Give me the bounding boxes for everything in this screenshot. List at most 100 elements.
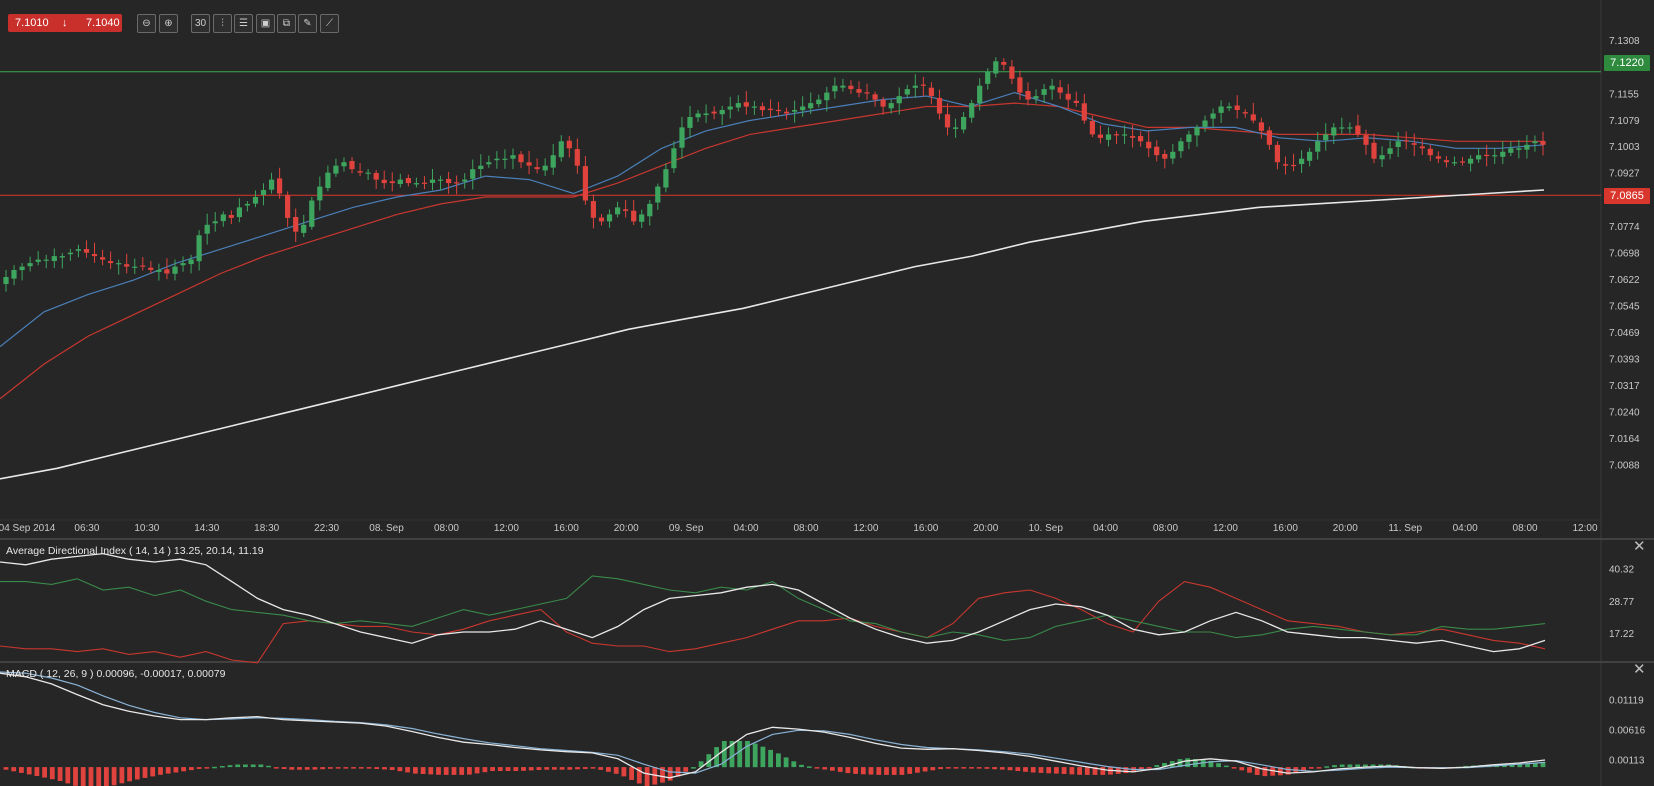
bear-candle <box>775 109 782 112</box>
macd-histogram-bar <box>212 766 217 769</box>
quote-widget[interactable]: 7.1010 ↓ 7.1040 <box>8 14 122 32</box>
macd-histogram-bar <box>860 767 866 775</box>
bear-candle <box>1130 136 1136 138</box>
macd-histogram-bar <box>1301 767 1306 771</box>
price-tick-label: 7.0393 <box>1609 354 1640 365</box>
edit-button[interactable]: ✎ <box>298 14 317 33</box>
bull-candle <box>180 263 186 266</box>
macd-histogram-bar <box>652 767 658 785</box>
bull-candle <box>542 165 548 171</box>
bull-candle <box>832 85 838 92</box>
macd-histogram-bar <box>783 757 789 768</box>
bear-candle <box>140 265 146 267</box>
bear-candle <box>631 210 637 222</box>
price-tick-label: 7.0317 <box>1609 381 1640 392</box>
adx-panel[interactable]: 40.32 28.77 17.22 <box>0 552 1634 664</box>
time-tick-label: 04:00 <box>734 523 759 534</box>
chart-type-button[interactable]: ⫶ <box>213 14 232 33</box>
draw-tool-button[interactable]: ⟋ <box>320 14 339 33</box>
macd-histogram-bar <box>1154 765 1160 768</box>
bear-candle <box>389 181 395 184</box>
bull-candle <box>220 214 226 222</box>
macd-histogram-bar <box>467 767 472 775</box>
bear-candle <box>1009 66 1015 79</box>
macd-histogram-bar <box>1270 767 1276 776</box>
bull-candle <box>695 113 701 118</box>
macd-histogram-bar <box>1223 765 1229 768</box>
bear-candle <box>228 215 234 218</box>
ask-price: 7.1040 <box>86 17 120 29</box>
bull-candle <box>985 71 991 84</box>
bear-candle <box>1065 93 1071 100</box>
bear-candle <box>872 94 878 100</box>
time-tick-label: 22:30 <box>314 523 339 534</box>
bear-candle <box>1138 136 1144 142</box>
macd-histogram-bar <box>629 767 634 780</box>
bull-candle <box>840 85 846 88</box>
macd-histogram-bar <box>374 767 380 769</box>
zoom-in-button[interactable]: ⊕ <box>159 14 178 33</box>
bull-candle <box>462 179 468 182</box>
macd-histogram-bar <box>891 767 897 775</box>
bull-candle <box>59 256 65 258</box>
bear-candle <box>1355 125 1361 135</box>
bear-candle <box>1089 120 1095 135</box>
bear-candle <box>1162 154 1168 159</box>
time-tick-label: 08:00 <box>434 523 459 534</box>
bull-candle <box>808 103 814 109</box>
macd-panel[interactable]: 0.01119 0.00616 0.00113 <box>0 671 1646 786</box>
bull-candle <box>51 256 57 261</box>
bull-candle <box>244 203 250 206</box>
bull-candle <box>3 277 9 284</box>
bull-candle <box>663 169 669 188</box>
macd-histogram-bar <box>219 766 225 768</box>
time-tick-label: 10. Sep <box>1028 523 1063 534</box>
macd-histogram-bar <box>34 767 40 776</box>
price-panel[interactable] <box>0 57 1601 480</box>
macd-histogram-bar <box>204 767 210 769</box>
macd-histogram-bar <box>96 767 102 786</box>
bear-candle <box>1274 144 1280 163</box>
bear-candle <box>1073 100 1079 103</box>
timeframe-button[interactable]: 30 <box>191 14 210 33</box>
macd-close-icon[interactable]: ✕ <box>1633 661 1646 678</box>
macd-histogram-bar <box>899 767 905 775</box>
bull-candle <box>615 207 621 215</box>
copy-icon: ⧉ <box>282 18 291 29</box>
bear-candle <box>1258 122 1264 131</box>
adx-close-icon[interactable]: ✕ <box>1633 538 1646 555</box>
macd-histogram-bar <box>1007 767 1013 771</box>
zoom-out-button[interactable]: ⊖ <box>137 14 156 33</box>
bear-candle <box>598 217 605 222</box>
bull-candle <box>969 103 975 118</box>
bear-candle <box>928 87 934 97</box>
adx-label: Average Directional Index ( 14, 14 ) 13.… <box>6 545 264 557</box>
macd-histogram-bar <box>953 767 959 769</box>
macd-histogram-bar <box>413 767 418 774</box>
macd-label: MACD ( 12, 26, 9 ) 0.00096, -0.00017, 0.… <box>6 668 226 680</box>
screenshot-button[interactable]: ▣ <box>256 14 275 33</box>
macd-histogram-bar <box>776 753 781 768</box>
price-tick-label: 7.0088 <box>1609 461 1640 472</box>
macd-histogram-bar <box>235 764 241 768</box>
macd-histogram-bar <box>830 767 835 771</box>
macd-histogram-bar <box>320 767 326 770</box>
macd-histogram-bar <box>544 767 550 770</box>
bull-candle <box>751 106 757 108</box>
macd-histogram-bar <box>969 767 974 769</box>
indicators-button[interactable]: ☰ <box>234 14 253 33</box>
bull-candle <box>188 259 194 265</box>
bull-candle <box>977 85 983 104</box>
bull-candle <box>212 221 218 224</box>
price-tick-label: 7.0698 <box>1609 248 1640 259</box>
price-tick-label: 7.0240 <box>1609 408 1640 419</box>
macd-histogram-bar <box>1185 758 1191 768</box>
macd-histogram-bar <box>1254 767 1260 775</box>
ema-slow-line <box>0 102 1544 400</box>
bear-candle <box>566 140 572 149</box>
adx-tick-label: 17.22 <box>1609 629 1634 640</box>
bear-candle <box>1403 140 1409 142</box>
macd-histogram-bar <box>119 767 125 784</box>
template-button[interactable]: ⧉ <box>277 14 296 33</box>
